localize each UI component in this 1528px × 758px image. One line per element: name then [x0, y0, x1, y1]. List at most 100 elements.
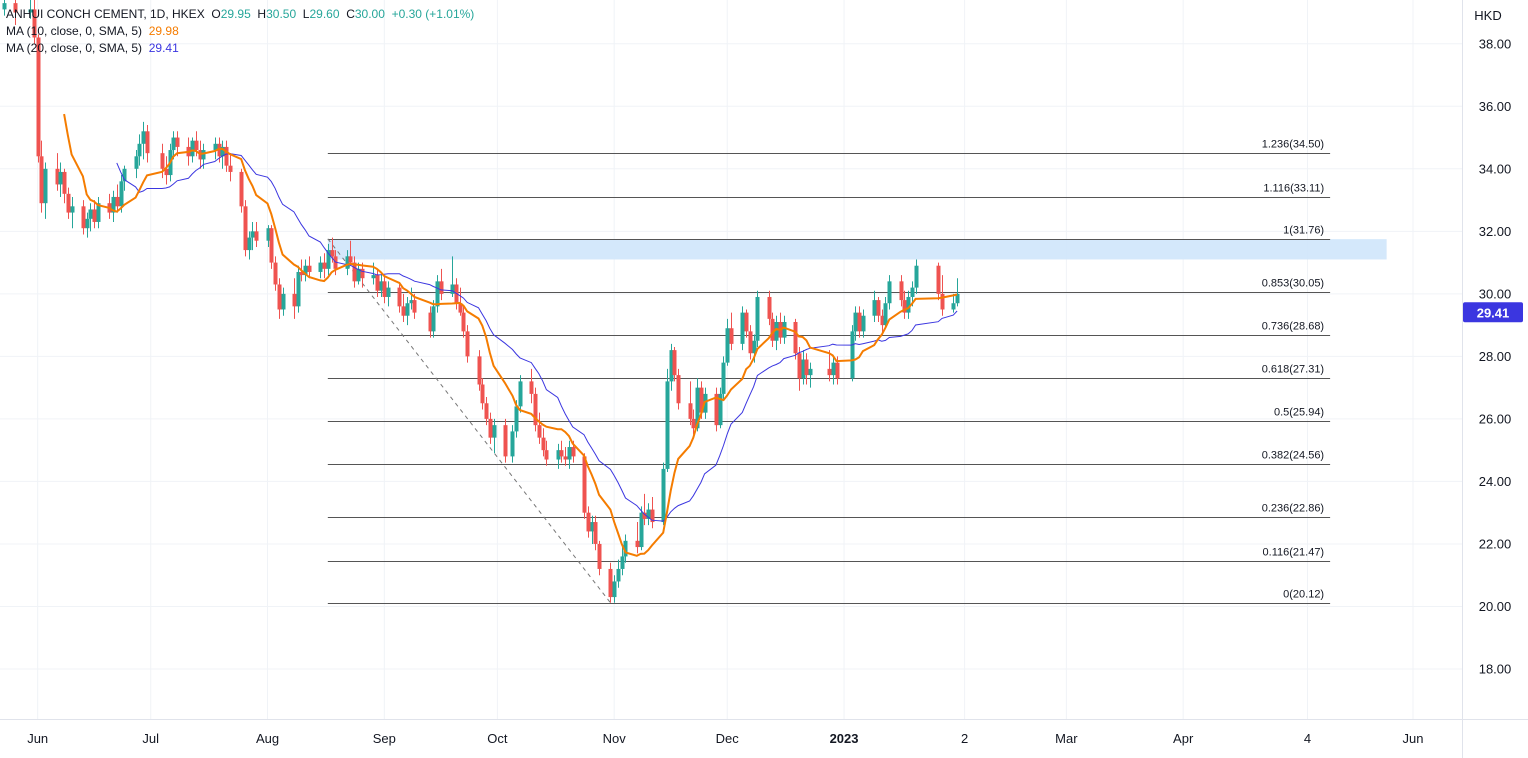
- legend-symbol: ANHUI CONCH CEMENT, 1D, HKEX: [6, 7, 205, 21]
- candle-body: [66, 193, 71, 213]
- candle-body: [793, 321, 798, 354]
- candle-body: [541, 437, 546, 451]
- candle-body: [224, 146, 229, 166]
- legend-high-label: H: [257, 7, 267, 21]
- candle-body: [665, 381, 670, 469]
- candle-body: [356, 268, 361, 282]
- candle-body: [409, 300, 414, 304]
- legend-ma20-value: 29.41: [148, 41, 179, 55]
- candle-body: [910, 287, 915, 297]
- candle-body: [484, 403, 489, 419]
- candle-body: [623, 540, 628, 557]
- x-tick-label: 4: [1304, 731, 1311, 746]
- candle-body: [744, 312, 749, 332]
- candle-body: [164, 168, 169, 176]
- candle-body: [835, 362, 840, 379]
- candle-body: [39, 156, 44, 204]
- candle-body: [752, 340, 757, 354]
- candle-body: [217, 143, 222, 157]
- candle-body: [401, 306, 406, 316]
- candle-body: [699, 387, 704, 413]
- ma20-line: [116, 153, 958, 522]
- fib-level-label: 0.236(22.86): [1262, 503, 1324, 515]
- candle-body: [111, 196, 116, 213]
- candle-body: [616, 568, 621, 582]
- fibonacci-layer: 1.236(34.50) 1.116(33.11) 1(31.76) 0.853(30…: [327, 139, 1331, 604]
- candle-body: [36, 37, 41, 157]
- candle-body: [145, 131, 150, 154]
- candle-body: [714, 393, 719, 426]
- candle-body: [872, 300, 877, 316]
- candle-body: [28, 9, 33, 13]
- candle-body: [303, 265, 308, 276]
- candle-body: [254, 231, 259, 241]
- fib-level-label: 0.853(30.05): [1262, 278, 1324, 290]
- candle-body: [608, 568, 613, 598]
- candle-body: [299, 271, 304, 276]
- x-tick-label: Mar: [1055, 731, 1078, 746]
- candle-body: [518, 381, 523, 407]
- candle-body: [703, 393, 708, 413]
- x-tick-label: Jun: [27, 731, 48, 746]
- candle-body: [827, 368, 832, 376]
- candle-body: [556, 450, 561, 460]
- candle-body: [266, 228, 271, 241]
- candle-body: [650, 509, 655, 523]
- x-tick-label: 2023: [830, 731, 859, 746]
- x-tick-label: Dec: [716, 731, 740, 746]
- candle-body: [397, 287, 402, 307]
- candle-body: [326, 250, 331, 269]
- candle-body: [880, 315, 885, 326]
- candle-body: [352, 262, 357, 282]
- fib-level-label: 0(20.12): [1283, 589, 1324, 601]
- candle-body: [857, 312, 862, 332]
- candle-body: [190, 140, 195, 157]
- moving-averages-layer: [63, 113, 958, 557]
- candle-body: [228, 165, 233, 172]
- legend-ma20-label: MA (20, close, 0, SMA, 5): [6, 41, 143, 55]
- y-tick-label: 20.00: [1479, 599, 1512, 614]
- candle-body: [514, 406, 519, 432]
- candle-body: [488, 418, 493, 438]
- candle-body: [322, 262, 327, 269]
- x-tick-label: Nov: [603, 731, 627, 746]
- candle-body: [122, 168, 127, 182]
- candle-body: [450, 284, 455, 294]
- candle-body: [379, 281, 384, 291]
- candle-body: [171, 137, 176, 151]
- candle-body: [571, 447, 576, 457]
- candle-body: [695, 387, 700, 429]
- candle-body: [273, 262, 278, 285]
- candle-body: [292, 293, 297, 307]
- legend-ma10-label: MA (10, close, 0, SMA, 5): [6, 24, 143, 38]
- candle-body: [861, 315, 866, 332]
- legend-ohlc-row: ANHUI CONCH CEMENT, 1D, HKEX O29.95 H30.…: [6, 6, 474, 23]
- y-tick-label: 22.00: [1479, 536, 1512, 551]
- candle-body: [902, 300, 907, 313]
- legend-close-label: C: [346, 7, 355, 21]
- candle-body: [141, 131, 146, 144]
- candle-body: [62, 171, 67, 194]
- candle-body: [951, 303, 956, 310]
- candle-body: [503, 425, 508, 457]
- candle-body: [510, 431, 515, 457]
- candle-body: [635, 540, 640, 548]
- candle-body: [529, 381, 534, 394]
- fib-level-label: 0.5(25.94): [1274, 407, 1324, 419]
- candle-body: [914, 265, 919, 288]
- candle-body: [533, 393, 538, 426]
- x-tick-label: Jun: [1403, 731, 1424, 746]
- fib-level-label: 0.736(28.68): [1262, 321, 1324, 333]
- candle-body: [782, 321, 787, 338]
- candle-body: [808, 368, 813, 376]
- candle-body: [405, 303, 410, 316]
- candle-body: [375, 275, 380, 291]
- candle-body: [740, 312, 745, 344]
- candle-body: [669, 350, 674, 382]
- candle-body: [559, 450, 564, 457]
- candle-body: [620, 556, 625, 569]
- candle-body: [32, 9, 37, 38]
- candle-body: [691, 418, 696, 429]
- candle-body: [435, 281, 440, 307]
